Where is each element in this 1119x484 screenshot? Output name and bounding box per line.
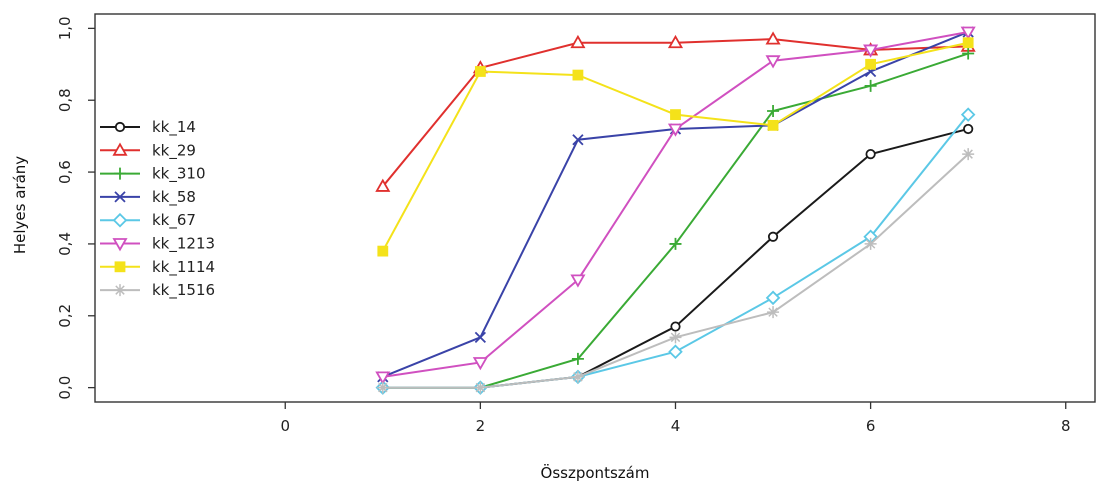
legend-marker — [114, 284, 126, 297]
data-point-kk_67 — [960, 107, 976, 122]
data-point-kk_14 — [865, 149, 876, 160]
data-point-kk_67 — [765, 290, 781, 306]
data-point-kk_310 — [864, 79, 877, 92]
y-tick-label: 0,4 — [56, 232, 74, 256]
data-point-kk_14 — [767, 231, 779, 242]
y-axis-title: Helyes arány — [11, 156, 29, 254]
y-tick-label: 0,2 — [56, 304, 74, 328]
data-point-kk_29 — [375, 178, 391, 192]
y-axis: 0,0 0,2 0,4 0,6 0,8 1,0 — [56, 16, 95, 400]
data-point-kk_58 — [474, 331, 487, 343]
data-point-kk_1516 — [767, 306, 780, 319]
x-tick-label: 6 — [866, 417, 876, 435]
data-point-kk_1516 — [571, 370, 584, 383]
data-point-kk_1114 — [474, 66, 486, 77]
x-axis: 0 2 4 6 8 — [280, 402, 1071, 435]
data-point-kk_29 — [570, 34, 586, 49]
legend-marker — [114, 261, 126, 273]
legend-label: kk_1114 — [152, 258, 215, 277]
data-point-kk_1213 — [667, 123, 684, 137]
x-tick-label: 0 — [280, 417, 290, 435]
legend-marker — [112, 142, 128, 156]
data-point-kk_58 — [572, 134, 584, 146]
y-tick-label: 0,0 — [56, 376, 74, 400]
data-point-kk_1114 — [377, 245, 389, 257]
legend-item-kk_1114: kk_1114 — [100, 258, 215, 277]
data-point-kk_1516 — [669, 331, 682, 344]
data-point-kk_1114 — [962, 37, 974, 49]
data-point-kk_14 — [670, 321, 681, 332]
y-tick-label: 1,0 — [56, 16, 74, 40]
data-point-kk_1516 — [376, 381, 389, 394]
legend-label: kk_67 — [152, 211, 196, 230]
data-point-kk_14 — [963, 123, 974, 135]
legend-item-kk_67: kk_67 — [100, 211, 196, 230]
data-point-kk_1516 — [864, 237, 877, 250]
legend-item-kk_14: kk_14 — [100, 118, 196, 137]
series-kk_1114 — [377, 37, 974, 257]
y-tick-label: 0,8 — [56, 88, 74, 112]
data-point-kk_1114 — [767, 119, 779, 131]
x-tick-label: 4 — [671, 417, 681, 435]
legend-label: kk_58 — [152, 188, 196, 207]
legend-item-kk_1516: kk_1516 — [100, 281, 215, 300]
series-kk_1516 — [376, 148, 975, 394]
legend-item-kk_29: kk_29 — [100, 141, 196, 160]
x-axis-title: Összpontszám — [541, 463, 650, 482]
data-point-kk_67 — [668, 344, 683, 359]
data-point-kk_1114 — [865, 58, 877, 70]
data-point-kk_310 — [767, 105, 780, 117]
series-layer — [375, 26, 976, 395]
legend-item-kk_310: kk_310 — [100, 165, 206, 184]
x-tick-label: 8 — [1061, 417, 1071, 435]
legend-marker — [114, 121, 126, 133]
y-tick-label: 0,6 — [56, 160, 74, 184]
legend-label: kk_1213 — [152, 235, 215, 254]
legend-marker — [114, 167, 126, 180]
data-point-kk_1114 — [670, 109, 681, 120]
legend: kk_14 kk_29 kk_310 kk_58 kk_67 kk_1213 kk_1114… — [100, 118, 215, 300]
plot-frame — [94, 13, 1096, 403]
data-point-kk_310 — [962, 47, 975, 60]
legend-marker — [112, 212, 128, 228]
data-point-kk_1213 — [960, 26, 976, 40]
data-point-kk_29 — [667, 34, 684, 49]
data-point-kk_1213 — [863, 44, 879, 58]
legend-label: kk_310 — [152, 165, 206, 184]
x-tick-label: 2 — [476, 417, 486, 435]
data-point-kk_310 — [669, 237, 682, 250]
data-point-kk_29 — [765, 31, 781, 45]
legend-marker — [112, 238, 128, 252]
legend-item-kk_58: kk_58 — [100, 188, 196, 207]
data-point-kk_1213 — [375, 371, 391, 385]
data-point-kk_1213 — [765, 55, 781, 69]
data-point-kk_1516 — [474, 381, 487, 394]
legend-label: kk_14 — [152, 118, 196, 137]
legend-label: kk_29 — [152, 141, 196, 160]
data-point-kk_1516 — [962, 148, 975, 161]
legend-item-kk_1213: kk_1213 — [100, 235, 215, 254]
data-point-kk_1213 — [570, 274, 586, 288]
legend-marker — [114, 191, 126, 203]
series-kk_1213 — [375, 26, 976, 385]
data-point-kk_1213 — [472, 357, 488, 371]
legend-label: kk_1516 — [152, 281, 215, 300]
series-line-kk_1114 — [381, 41, 969, 252]
data-point-kk_1114 — [572, 69, 584, 81]
data-point-kk_310 — [571, 352, 584, 365]
